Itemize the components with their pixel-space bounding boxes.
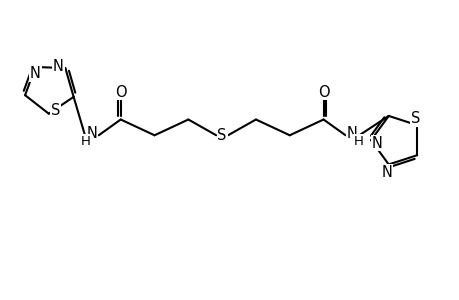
Text: N: N — [346, 126, 357, 141]
Text: N: N — [371, 136, 381, 151]
Text: S: S — [410, 111, 419, 126]
Text: H: H — [81, 135, 91, 148]
Text: N: N — [381, 165, 392, 180]
Text: S: S — [217, 128, 226, 143]
Text: N: N — [30, 66, 41, 81]
Text: O: O — [115, 85, 126, 100]
Text: N: N — [86, 126, 97, 141]
Text: O: O — [317, 85, 329, 100]
Text: N: N — [53, 58, 64, 74]
Text: S: S — [51, 103, 60, 118]
Text: H: H — [353, 135, 363, 148]
